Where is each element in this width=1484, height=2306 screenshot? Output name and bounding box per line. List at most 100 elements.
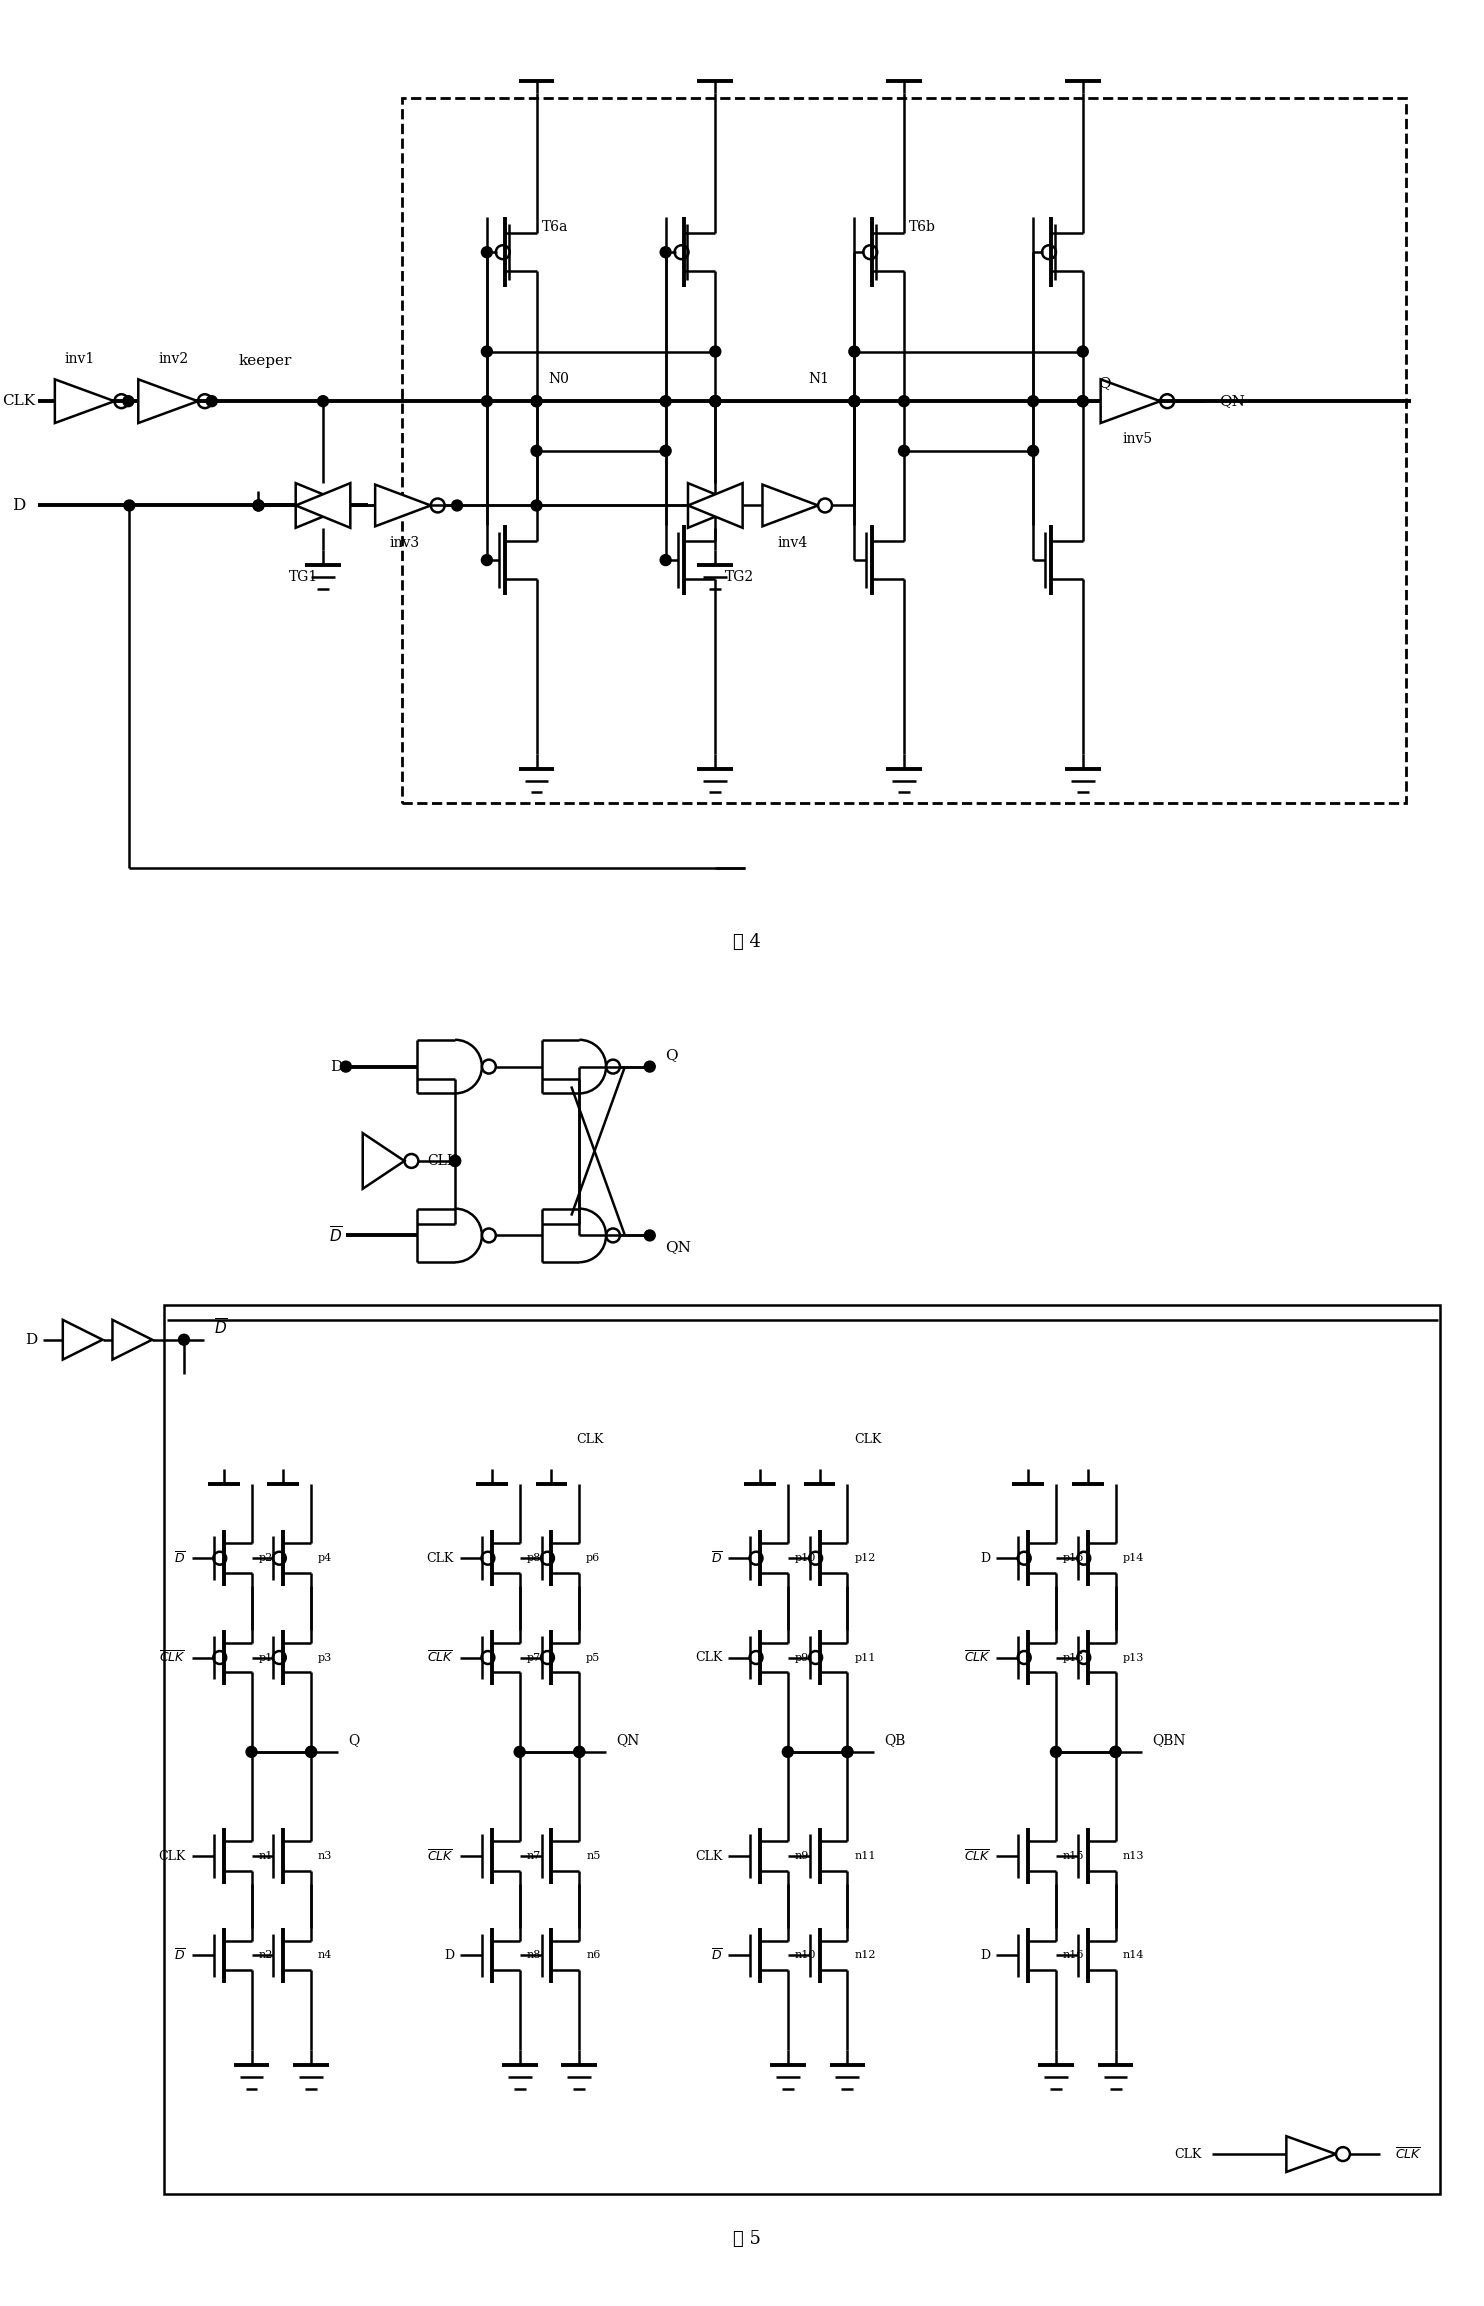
Text: D: D: [12, 498, 25, 514]
Text: $\overline{D}$: $\overline{D}$: [329, 1224, 343, 1245]
Circle shape: [644, 1061, 656, 1072]
Text: p16: p16: [1063, 1554, 1085, 1563]
Polygon shape: [689, 484, 742, 528]
Text: CLK: CLK: [855, 1432, 881, 1446]
Text: inv2: inv2: [157, 353, 188, 367]
Circle shape: [178, 1335, 190, 1344]
Polygon shape: [55, 378, 114, 422]
Text: n6: n6: [586, 1951, 601, 1960]
Text: CLK: CLK: [576, 1432, 604, 1446]
Circle shape: [644, 1229, 656, 1241]
Circle shape: [1077, 397, 1088, 406]
Text: n16: n16: [1063, 1951, 1085, 1960]
Text: QN: QN: [616, 1732, 640, 1748]
Text: n2: n2: [258, 1951, 273, 1960]
Text: CLK: CLK: [427, 1153, 457, 1167]
Circle shape: [660, 397, 671, 406]
Circle shape: [709, 397, 721, 406]
Text: p5: p5: [586, 1653, 601, 1663]
Text: D: D: [981, 1552, 990, 1566]
Polygon shape: [295, 484, 350, 528]
Circle shape: [709, 397, 721, 406]
Circle shape: [841, 1746, 853, 1757]
Text: p9: p9: [795, 1653, 809, 1663]
Circle shape: [849, 397, 859, 406]
Bar: [165, 1305, 1441, 2193]
Text: n8: n8: [527, 1951, 542, 1960]
Text: p7: p7: [527, 1653, 540, 1663]
Text: CLK: CLK: [1, 394, 36, 408]
Text: $\overline{CLK}$: $\overline{CLK}$: [1395, 2147, 1422, 2161]
Circle shape: [849, 346, 859, 357]
Circle shape: [252, 500, 264, 512]
Text: inv1: inv1: [65, 353, 95, 367]
Circle shape: [318, 397, 328, 406]
Polygon shape: [375, 484, 430, 526]
Text: n4: n4: [318, 1951, 332, 1960]
Polygon shape: [295, 484, 350, 528]
Text: D: D: [444, 1949, 454, 1962]
Circle shape: [660, 445, 671, 457]
Circle shape: [898, 397, 910, 406]
Circle shape: [123, 397, 134, 406]
Circle shape: [246, 1746, 257, 1757]
Text: QN: QN: [1218, 394, 1245, 408]
Text: n10: n10: [795, 1951, 816, 1960]
Text: Q: Q: [347, 1732, 359, 1748]
Text: p4: p4: [318, 1554, 332, 1563]
Text: $\overline{D}$: $\overline{D}$: [711, 1949, 723, 1962]
Text: $\overline{D}$: $\overline{D}$: [214, 1317, 227, 1337]
Circle shape: [481, 346, 493, 357]
Circle shape: [531, 445, 542, 457]
Circle shape: [782, 1746, 794, 1757]
Polygon shape: [138, 378, 197, 422]
Circle shape: [709, 346, 721, 357]
Circle shape: [531, 397, 542, 406]
Text: n7: n7: [527, 1852, 540, 1861]
Text: CLK: CLK: [1174, 2147, 1202, 2161]
Circle shape: [1027, 445, 1039, 457]
Polygon shape: [62, 1319, 102, 1361]
Text: inv3: inv3: [390, 537, 420, 551]
Circle shape: [1077, 346, 1088, 357]
Circle shape: [1110, 1746, 1120, 1757]
Text: p8: p8: [527, 1554, 540, 1563]
Circle shape: [574, 1746, 585, 1757]
Text: D: D: [331, 1058, 343, 1075]
Text: inv5: inv5: [1122, 431, 1153, 445]
Text: p13: p13: [1122, 1653, 1144, 1663]
Text: $\overline{D}$: $\overline{D}$: [174, 1949, 186, 1962]
Text: Q: Q: [665, 1047, 677, 1061]
Polygon shape: [362, 1132, 405, 1190]
Text: keeper: keeper: [239, 355, 292, 369]
Text: $\overline{CLK}$: $\overline{CLK}$: [427, 1649, 454, 1665]
Circle shape: [306, 1746, 316, 1757]
Text: 图 5: 图 5: [733, 2230, 761, 2248]
Circle shape: [898, 445, 910, 457]
Text: inv4: inv4: [778, 537, 807, 551]
Text: $\overline{CLK}$: $\overline{CLK}$: [963, 1849, 990, 1863]
Circle shape: [531, 397, 542, 406]
Circle shape: [1051, 1746, 1061, 1757]
Circle shape: [481, 397, 493, 406]
Circle shape: [660, 247, 671, 258]
Text: $\overline{CLK}$: $\overline{CLK}$: [427, 1849, 454, 1863]
Circle shape: [481, 556, 493, 565]
Text: T6a: T6a: [542, 221, 568, 235]
Text: p15: p15: [1063, 1653, 1085, 1663]
Text: CLK: CLK: [159, 1849, 186, 1863]
Text: $\overline{CLK}$: $\overline{CLK}$: [159, 1649, 186, 1665]
Text: n15: n15: [1063, 1852, 1085, 1861]
Polygon shape: [763, 484, 818, 526]
Text: QBN: QBN: [1152, 1732, 1186, 1748]
Circle shape: [513, 1746, 525, 1757]
Text: n13: n13: [1122, 1852, 1144, 1861]
Circle shape: [660, 556, 671, 565]
Text: p10: p10: [795, 1554, 816, 1563]
Text: TG1: TG1: [289, 570, 318, 583]
Text: $\overline{CLK}$: $\overline{CLK}$: [963, 1649, 990, 1665]
Polygon shape: [113, 1319, 153, 1361]
Text: p2: p2: [258, 1554, 273, 1563]
Circle shape: [849, 397, 859, 406]
Circle shape: [451, 500, 463, 512]
